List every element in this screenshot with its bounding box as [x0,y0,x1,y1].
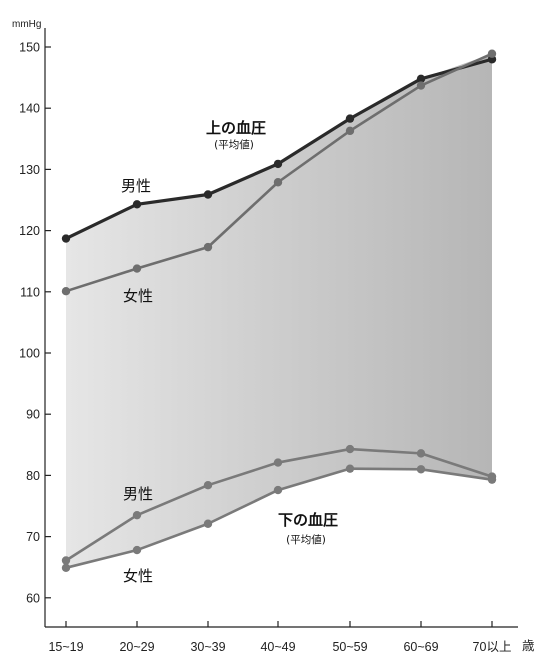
y-tick-label: 150 [19,41,40,55]
lower-female-label: 女性 [123,567,153,585]
lower-male-point [61,556,71,565]
upper-annotation-subtitle: (平均値) [214,138,254,151]
lower-female-point [416,465,426,474]
upper-male-point [132,200,142,209]
y-tick-label: 60 [26,591,40,605]
upper-male-point [273,159,283,169]
upper-female-point [273,178,283,187]
upper-female-point [345,126,355,136]
lower-female-point [61,563,71,573]
x-tick-label: 30~39 [190,640,225,654]
upper-female-point [416,81,426,90]
upper-female-point [132,264,142,273]
x-tick-label: 70以上 [473,640,512,654]
y-axis-unit: mmHg [12,19,41,30]
y-axis: mmHg 60 70 80 90 100 110 120 130 140 150 [12,19,51,627]
upper-male-point [416,74,426,84]
shaded-band [66,53,492,568]
upper-male-point [61,234,71,243]
upper-female-point [487,49,497,58]
lower-male-point [273,458,283,467]
lower-male-point [416,449,426,458]
lower-male-label: 男性 [123,485,153,503]
y-tick-label: 100 [19,347,40,361]
upper-female-label: 女性 [123,287,153,305]
y-tick-label: 80 [26,469,40,483]
x-tick-label: 20~29 [119,640,154,654]
y-tick-label: 120 [19,224,40,238]
lower-annotation-subtitle: (平均値) [286,533,326,546]
lower-male-point [203,480,213,490]
y-tick-label: 90 [26,408,40,422]
y-tick-label: 130 [19,163,40,177]
x-tick-label: 50~59 [332,640,367,654]
y-tick-label: 110 [20,285,40,299]
x-tick-label: 40~49 [260,640,295,654]
x-axis-unit: 歳 [522,639,535,653]
y-tick-label: 70 [26,530,40,544]
lower-female-point [203,519,213,528]
lower-male-point [132,510,142,520]
shaded-band-area [66,53,492,568]
x-tick-label: 15~19 [48,640,83,654]
lower-female-point [273,485,283,495]
x-tick-label: 60~69 [403,640,438,654]
upper-annotation-title: 上の血圧 [206,119,266,137]
upper-male-point [345,114,355,123]
upper-female-point [61,286,71,296]
lower-female-point [132,545,142,555]
upper-male-point [203,190,213,199]
y-tick-label: 140 [19,102,40,116]
lower-male-point [345,444,355,454]
x-axis: 15~19 20~29 30~39 40~49 50~59 60~69 70以上 歳 [45,621,535,654]
lower-annotation-title: 下の血圧 [278,511,338,529]
lower-female-point [345,464,355,473]
lower-female-point [487,475,497,484]
upper-male-label: 男性 [121,177,151,195]
upper-female-point [203,242,213,252]
